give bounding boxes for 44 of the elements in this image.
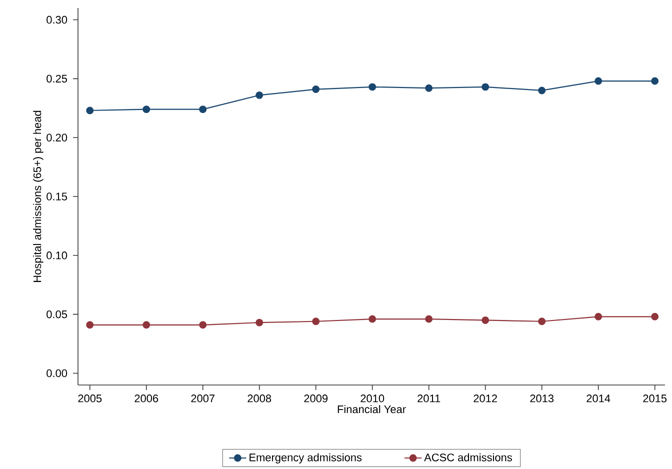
y-tick-label: 0.20 bbox=[46, 134, 68, 142]
x-tick-label: 2012 bbox=[474, 394, 497, 402]
x-tick-label: 2005 bbox=[78, 394, 102, 402]
point bbox=[142, 106, 150, 114]
point bbox=[482, 83, 490, 91]
y-tick-label: 0.30 bbox=[46, 16, 68, 24]
point bbox=[425, 315, 433, 323]
x-tick-label: 2014 bbox=[586, 394, 610, 402]
x-tick-label: 2008 bbox=[248, 394, 272, 402]
y-tick-label: 0.00 bbox=[46, 369, 68, 378]
x-tick-label: 2010 bbox=[360, 394, 384, 402]
point bbox=[256, 318, 264, 326]
x-tick-label: 2007 bbox=[191, 394, 214, 402]
y-tick-label: 0.25 bbox=[46, 74, 68, 83]
point bbox=[651, 77, 659, 85]
point bbox=[594, 312, 602, 320]
x-tick-label: 2009 bbox=[304, 394, 328, 402]
point bbox=[199, 321, 207, 329]
y-tick-label: 0.15 bbox=[46, 192, 68, 200]
y-tick-label: 0.05 bbox=[46, 310, 68, 318]
legend-label: Emergency admissions bbox=[250, 453, 362, 464]
point bbox=[482, 316, 490, 324]
point bbox=[538, 86, 546, 94]
point bbox=[368, 83, 376, 91]
x-tick-label: 2006 bbox=[134, 394, 158, 402]
point bbox=[538, 318, 546, 326]
point bbox=[594, 77, 602, 85]
point bbox=[312, 86, 320, 94]
y-axis-title: Hospital admissions (65+) per head bbox=[33, 110, 44, 282]
y-tick-label: 0.10 bbox=[46, 252, 68, 260]
point bbox=[368, 315, 376, 323]
x-tick-label: 2015 bbox=[643, 394, 667, 402]
x-tick-label: 2011 bbox=[418, 394, 440, 402]
x-axis-title: Financial Year bbox=[338, 405, 406, 414]
point bbox=[425, 84, 433, 92]
point bbox=[256, 91, 264, 99]
point bbox=[142, 321, 150, 329]
point bbox=[86, 106, 94, 114]
point bbox=[199, 106, 207, 114]
x-tick-label: 2013 bbox=[530, 394, 554, 402]
legend-label: ACSC admissions bbox=[424, 453, 512, 462]
point bbox=[651, 312, 659, 320]
point bbox=[86, 321, 94, 329]
point bbox=[312, 318, 320, 326]
